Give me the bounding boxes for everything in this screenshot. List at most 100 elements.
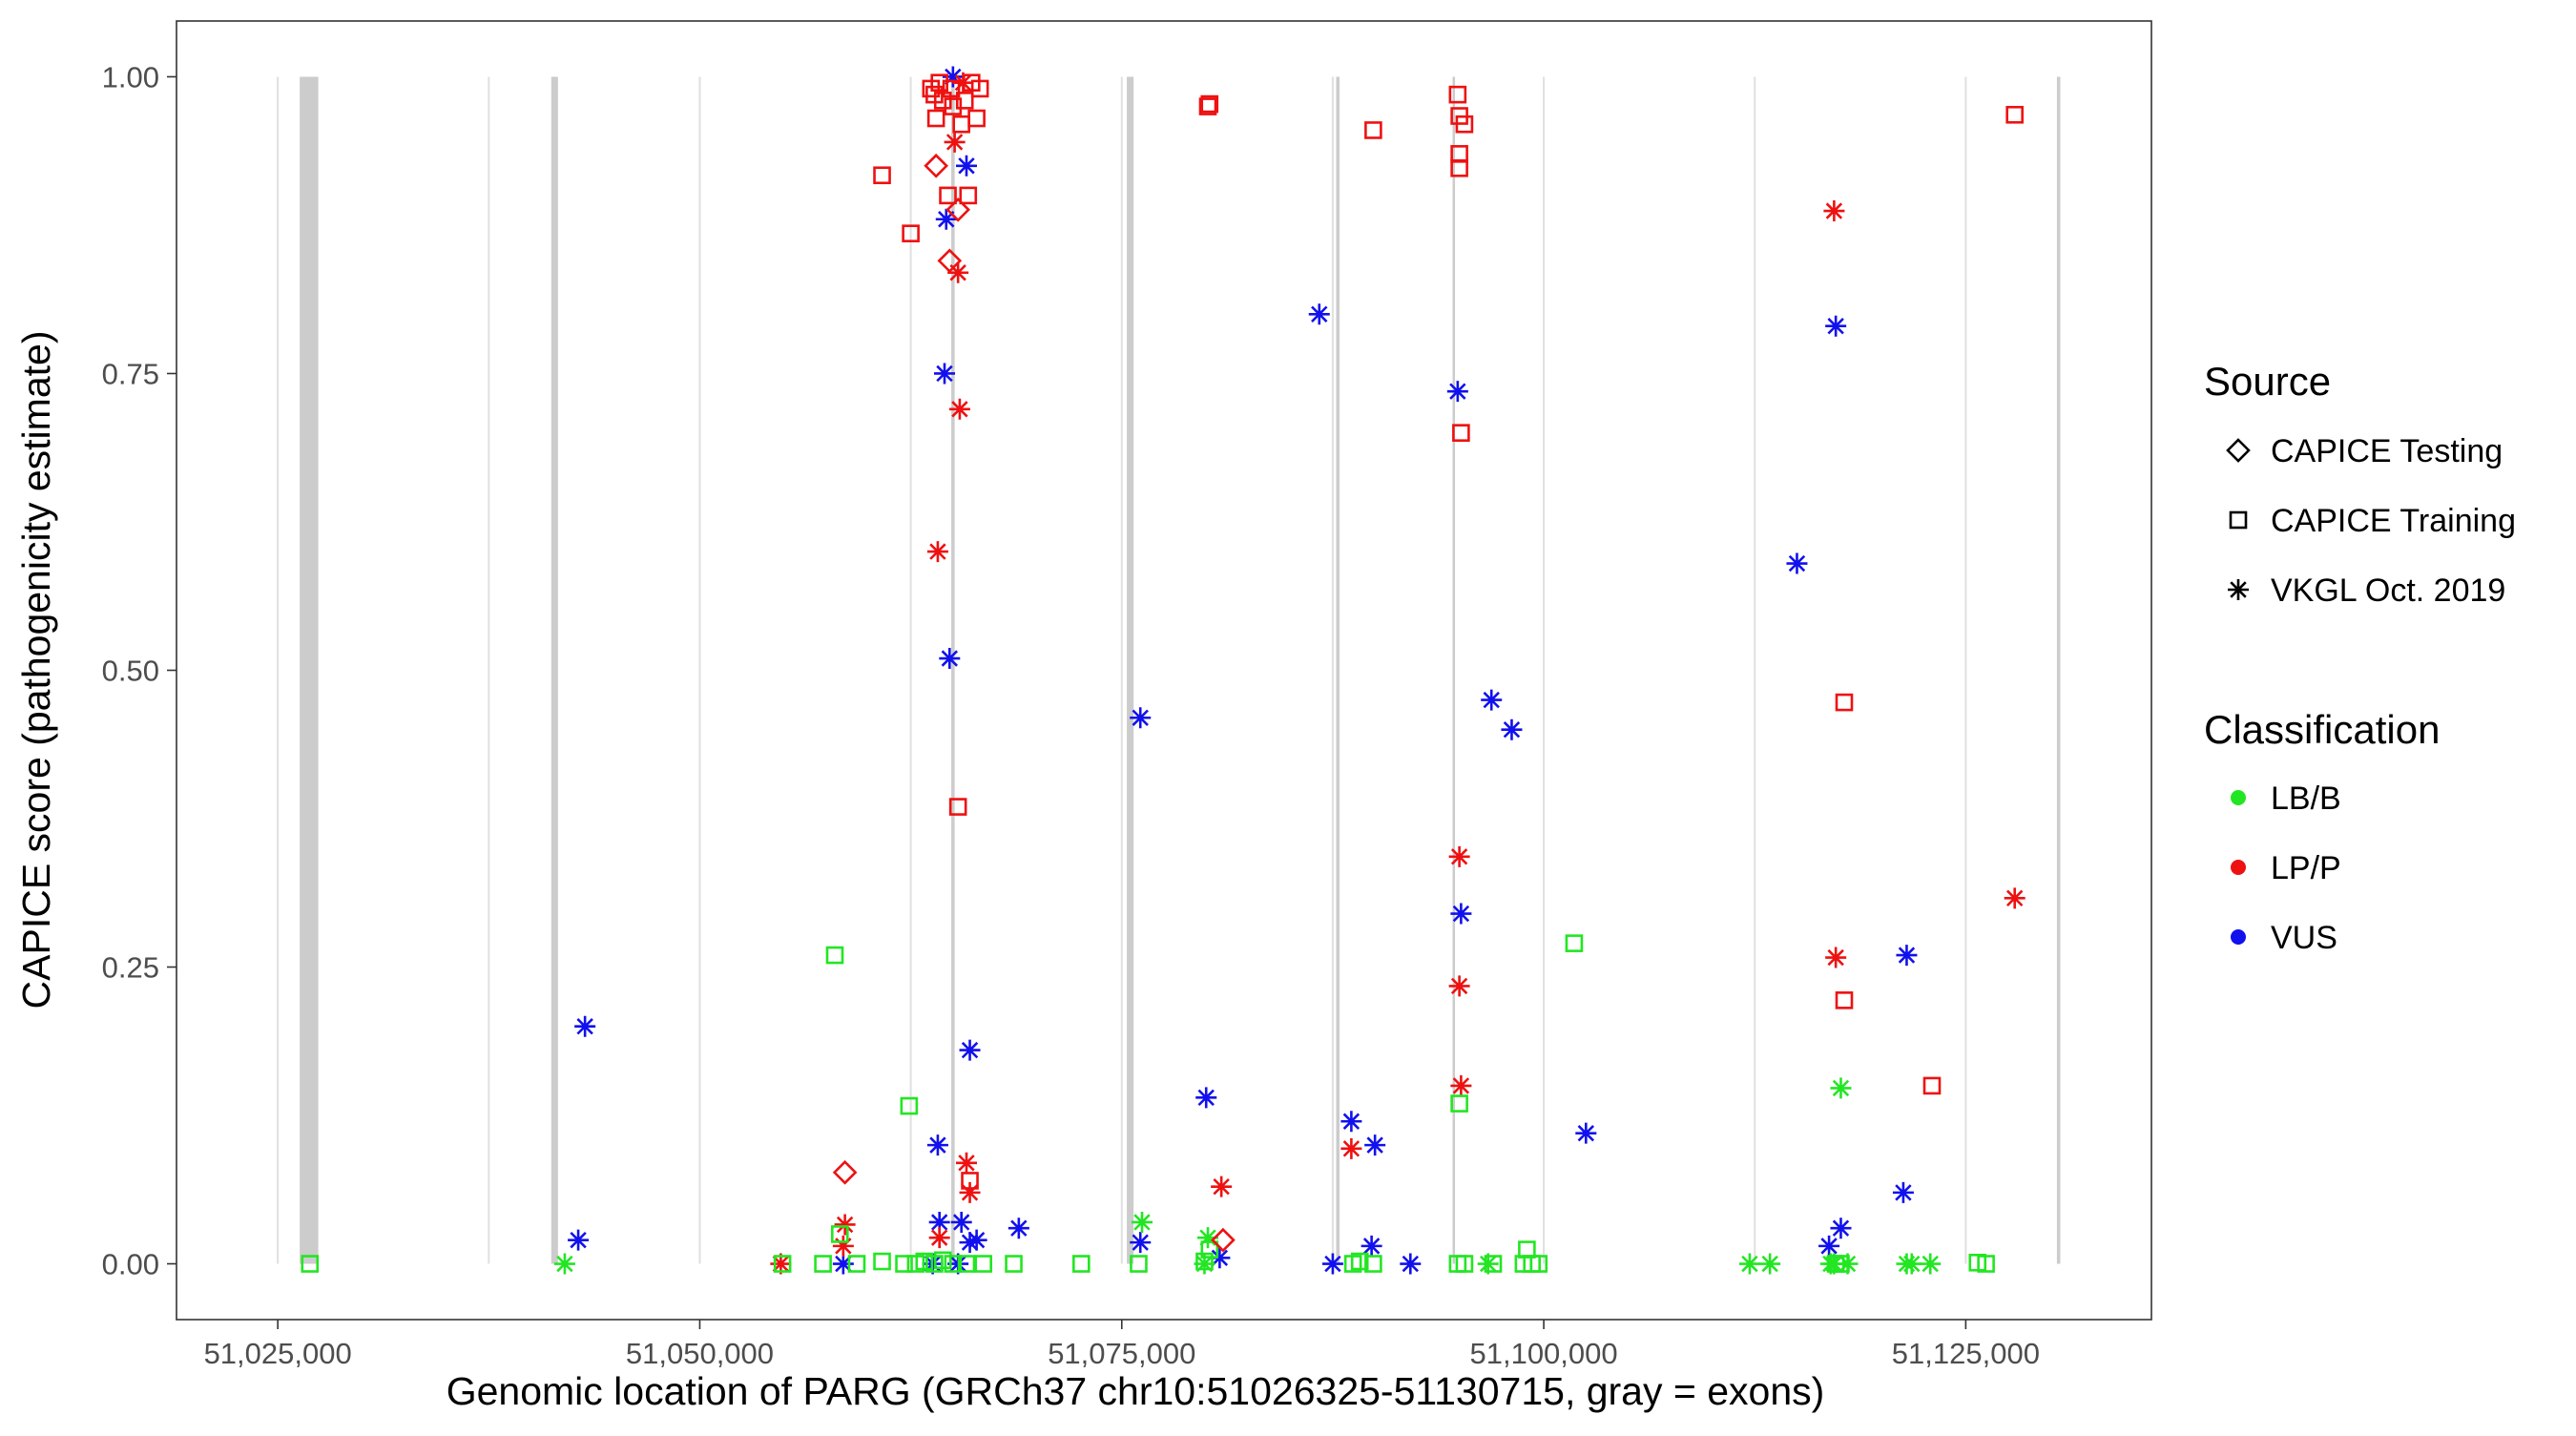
- data-point-asterisk-lp-p: [926, 541, 948, 563]
- data-point-asterisk-lp-p: [1340, 1137, 1362, 1159]
- exon-band: [2056, 76, 2061, 1264]
- data-point-asterisk-vus: [956, 155, 977, 177]
- data-point-asterisk-lp-p: [1825, 947, 1847, 968]
- data-point-asterisk-vus: [1825, 315, 1847, 337]
- data-point-asterisk-vus: [966, 1229, 987, 1251]
- data-point-square-lb-b: [873, 1252, 891, 1271]
- exon-band: [300, 76, 319, 1264]
- data-point-asterisk-lb-b: [1477, 1253, 1499, 1275]
- data-point-square-lb-b: [974, 1255, 992, 1273]
- data-point-asterisk-vus: [1209, 1247, 1231, 1269]
- legend: Source CAPICE Testing CAPICE Training VK…: [2204, 359, 2516, 956]
- data-point-square-lp-p: [942, 79, 961, 98]
- exon-band: [1452, 76, 1456, 1264]
- legend-label-lp-p: LP/P: [2271, 850, 2341, 886]
- data-point-square-lb-b: [915, 1252, 934, 1271]
- data-point-asterisk-vus: [959, 1039, 981, 1061]
- data-point-asterisk-vus: [1364, 1134, 1386, 1156]
- data-point-square-lb-b: [831, 1225, 849, 1243]
- legend-label-vus: VUS: [2271, 920, 2337, 956]
- data-point-asterisk-vus: [1008, 1217, 1029, 1239]
- data-point-asterisk-lp-p: [1823, 200, 1845, 222]
- data-point-diamond-lp-p: [945, 197, 970, 222]
- data-point-square-lb-b: [1072, 1255, 1091, 1273]
- data-point-square-lb-b: [957, 1255, 976, 1273]
- legend-key-lp-p: [2231, 860, 2246, 875]
- data-point-asterisk-lb-b: [1830, 1077, 1852, 1099]
- data-point-square-lb-b: [1350, 1252, 1369, 1271]
- data-point-asterisk-vus: [959, 1232, 981, 1254]
- data-point-asterisk-vus: [1195, 1087, 1217, 1109]
- x-axis: 51,025,000 51,050,000 51,075,000 51,100,000…: [204, 1320, 2040, 1370]
- y-tick-label: 0.50: [102, 655, 159, 688]
- data-point-asterisk-lb-b: [1901, 1253, 1922, 1275]
- exon-band: [551, 76, 558, 1264]
- data-point-square-lb-b: [1484, 1255, 1503, 1273]
- legend-key-lb-b: [2231, 790, 2246, 805]
- data-point-square-lp-p: [939, 186, 957, 205]
- y-tick-label: 0.25: [102, 951, 159, 985]
- data-point-square-lb-b: [933, 1251, 952, 1270]
- y-tick-label: 0.00: [102, 1248, 159, 1281]
- data-point-asterisk-lb-b: [1132, 1211, 1153, 1233]
- exon-band: [951, 76, 955, 1264]
- data-point-square-lp-p: [1835, 693, 1854, 712]
- data-point-square-lp-p: [1364, 121, 1382, 139]
- data-point-square-lb-b: [301, 1255, 320, 1273]
- legend-key-square: [2229, 510, 2248, 530]
- data-point-diamond-lp-p: [937, 248, 963, 274]
- legend-key-vus: [2231, 929, 2246, 945]
- data-point-square-lb-b: [1200, 1240, 1219, 1259]
- data-point-square-lb-b: [1005, 1255, 1023, 1273]
- data-point-diamond-lp-p: [832, 1159, 858, 1185]
- data-point-square-lb-b: [773, 1255, 792, 1273]
- data-point-asterisk-lp-p: [770, 1253, 792, 1275]
- data-point-square-lb-b: [1832, 1255, 1850, 1273]
- legend-label-capice-testing: CAPICE Testing: [2271, 433, 2503, 469]
- data-point-asterisk-vus: [832, 1253, 854, 1275]
- y-tick-label: 1.00: [102, 60, 159, 94]
- x-tick-label: 51,025,000: [204, 1337, 352, 1370]
- y-tick-label: 0.75: [102, 357, 159, 390]
- exon-bands: [300, 76, 2061, 1264]
- data-point-square-lp-p: [930, 73, 948, 92]
- legend-key-asterisk: [2228, 579, 2249, 600]
- data-point-square-lp-p: [1448, 85, 1467, 104]
- data-point-asterisk-vus: [1818, 1235, 1840, 1257]
- data-point-asterisk-vus: [1446, 381, 1468, 403]
- data-point-asterisk-lp-p: [959, 1181, 981, 1203]
- data-point-square-lp-p: [1452, 424, 1470, 442]
- data-point-asterisk-vus: [574, 1015, 596, 1037]
- data-point-asterisk-lp-p: [948, 398, 970, 420]
- data-point-asterisk-lb-b: [1197, 1227, 1218, 1249]
- data-point-square-lp-p: [873, 166, 891, 185]
- data-point-asterisk-vus: [1501, 718, 1523, 740]
- legend-key-diamond: [2226, 438, 2251, 463]
- data-point-square-lb-b: [814, 1255, 832, 1273]
- x-tick-label: 51,125,000: [1892, 1337, 2040, 1370]
- data-point-asterisk-vus: [1896, 945, 1918, 967]
- data-point-square-lp-p: [944, 97, 963, 115]
- data-point-asterisk-vus: [1130, 1232, 1152, 1254]
- legend-source-keys: [2226, 438, 2251, 600]
- data-point-square-lb-b: [1450, 1094, 1468, 1113]
- y-axis-label: CAPICE score (pathogenicity estimate): [14, 331, 58, 1009]
- data-point-asterisk-vus: [1892, 1181, 1914, 1203]
- data-point-square-lb-b: [847, 1255, 866, 1273]
- data-point-asterisk-vus: [1361, 1235, 1382, 1257]
- data-point-asterisk-lp-p: [1450, 1074, 1472, 1096]
- data-point-square-lp-p: [926, 109, 945, 128]
- data-point-square-lp-p: [961, 1172, 979, 1190]
- data-point-square-lp-p: [2005, 105, 2024, 124]
- x-tick-label: 51,100,000: [1469, 1337, 1617, 1370]
- data-point-asterisk-lp-p: [1448, 975, 1470, 997]
- data-point-square-lb-b: [944, 1255, 963, 1273]
- data-point-asterisk-lp-p: [834, 1214, 856, 1236]
- data-point-asterisk-lb-b: [1759, 1253, 1781, 1275]
- data-point-asterisk-vus: [928, 1211, 950, 1233]
- exon-band: [1127, 76, 1134, 1264]
- data-point-asterisk-lp-p: [947, 261, 969, 283]
- data-point-asterisk-lp-p: [944, 131, 966, 153]
- data-point-square-lp-p: [1835, 991, 1854, 1009]
